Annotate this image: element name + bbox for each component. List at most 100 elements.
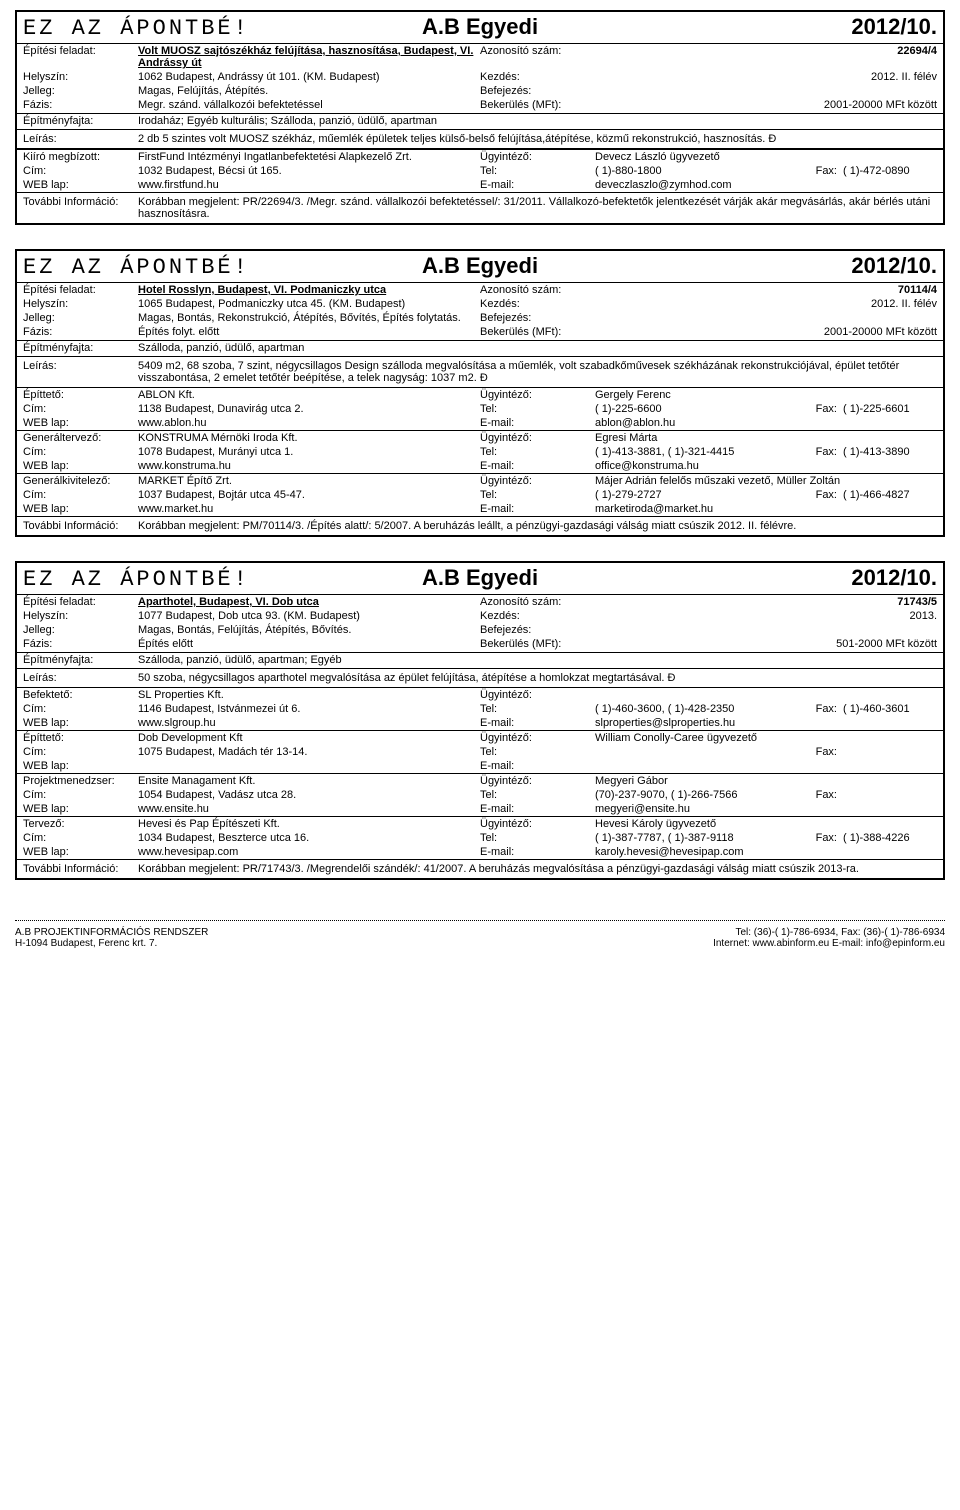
tovabbi-row: További Információ: Korábban megjelent: … (17, 193, 943, 223)
label-ugy: Ügyintéző: (480, 689, 595, 701)
label-tovabbi: További Információ: (23, 196, 138, 220)
party-ugy: William Conolly-Caree ügyvezető (595, 732, 937, 744)
label-email: E-mail: (480, 417, 595, 429)
label-ugy: Ügyintéző: (480, 732, 595, 744)
befejezes-value (590, 85, 937, 97)
label-ugy: Ügyintéző: (480, 432, 595, 444)
party-email: ablon@ablon.hu (595, 417, 937, 429)
party-block: Generáltervező:KONSTRUMA Mérnöki Iroda K… (17, 430, 943, 473)
brand-right: 2012/10. (632, 565, 937, 591)
helyszin-row: Helyszín: 1062 Budapest, Andrássy út 101… (17, 70, 943, 84)
project-title: Volt MUOSZ sajtószékház felújítása, hasz… (138, 45, 480, 69)
label-web: WEB lap: (23, 803, 138, 815)
label-epitmeny: Építményfajta: (23, 342, 138, 354)
party-role: Befektető: (23, 689, 138, 701)
party-ugy: Gergely Ferenc (595, 389, 937, 401)
label-email: E-mail: (480, 179, 595, 191)
party-email (595, 760, 937, 772)
kiiro-email: deveczlaszlo@zymhod.com (595, 179, 937, 191)
label-helyszin: Helyszín: (23, 298, 138, 310)
party-fax: ( 1)-460-3601 (837, 703, 937, 715)
party-email: office@konstruma.hu (595, 460, 937, 472)
tovabbi-text: Korábban megjelent: PR/22694/3. /Megr. s… (138, 196, 937, 220)
label-web: WEB lap: (23, 503, 138, 515)
party-email: marketiroda@market.hu (595, 503, 937, 515)
brand-mid: A.B Egyedi (328, 14, 633, 40)
label-epitmeny: Építményfajta: (23, 115, 138, 127)
label-fax: Fax: (797, 403, 837, 415)
party-tel: ( 1)-387-7787, ( 1)-387-9118 (595, 832, 797, 844)
label-ugy: Ügyintéző: (480, 475, 595, 487)
label-befejezes: Befejezés: (480, 312, 590, 324)
label-jelleg: Jelleg: (23, 624, 138, 636)
party-web (138, 760, 480, 772)
label-bekerules: Bekerülés (MFt): (480, 638, 590, 650)
bekerules-value: 501-2000 MFt között (590, 638, 937, 650)
party-role: Projektmenedzser: (23, 775, 138, 787)
party-cim: 1138 Budapest, Dunavirág utca 2. (138, 403, 480, 415)
parties-container: Építtető:ABLON Kft. Ügyintéző: Gergely Fer… (17, 388, 943, 516)
label-email: E-mail: (480, 460, 595, 472)
label-fazis: Fázis: (23, 326, 138, 338)
jelleg-value: Magas, Bontás, Felújítás, Átépítés, Bőví… (138, 624, 480, 636)
leiras-text: 5409 m2, 68 szoba, 7 szint, négycsillago… (138, 360, 937, 384)
party-fax: ( 1)-388-4226 (837, 832, 937, 844)
party-cim: 1078 Budapest, Murányi utca 1. (138, 446, 480, 458)
title-row: Építési feladat: Aparthotel, Budapest, V… (17, 595, 943, 609)
party-role: Generálkivitelező: (23, 475, 138, 487)
kiiro-ugy: Devecz László ügyvezető (595, 151, 937, 163)
epitmeny-value: Szálloda, panzió, üdülő, apartman; Egyéb (138, 654, 937, 666)
project-card-3: EZ AZ ÁPONTBÉ! A.B Egyedi 2012/10. Építé… (15, 561, 945, 880)
label-epitesi: Építési feladat: (23, 45, 138, 69)
party-tel: (70)-237-9070, ( 1)-266-7566 (595, 789, 797, 801)
label-email: E-mail: (480, 717, 595, 729)
party-name: SL Properties Kft. (138, 689, 480, 701)
label-cim: Cím: (23, 832, 138, 844)
party-fax: ( 1)-225-6601 (837, 403, 937, 415)
label-kezdes: Kezdés: (480, 610, 590, 622)
label-email: E-mail: (480, 760, 595, 772)
label-leiras: Leírás: (23, 360, 138, 384)
label-fax: Fax: (797, 703, 837, 715)
label-fazis: Fázis: (23, 99, 138, 111)
label-web: WEB lap: (23, 417, 138, 429)
party-web: www.market.hu (138, 503, 480, 515)
label-fax: Fax: (797, 489, 837, 501)
party-block: Projektmenedzser:Ensite Managament Kft.Ü… (17, 773, 943, 816)
party-role: Tervező: (23, 818, 138, 830)
leiras-row: Leírás: 5409 m2, 68 szoba, 7 szint, négy… (17, 357, 943, 388)
card-header: EZ AZ ÁPONTBÉ! A.B Egyedi 2012/10. (17, 12, 943, 44)
party-fax (837, 746, 937, 758)
label-befejezes: Befejezés: (480, 85, 590, 97)
party-name: ABLON Kft. (138, 389, 480, 401)
label-cim: Cím: (23, 703, 138, 715)
jelleg-row: Jelleg:Magas, Bontás, Rekonstrukció, Áté… (17, 311, 943, 325)
fazis-row: Fázis:Építés folyt. előtt Bekerülés (MFt… (17, 325, 943, 341)
label-epitesi: Építési feladat: (23, 596, 138, 608)
label-ugy: Ügyintéző: (480, 775, 595, 787)
tovabbi-text: Korábban megjelent: PM/70114/3. /Építés … (138, 520, 937, 532)
label-kiiro: Kiíró megbízott: (23, 151, 138, 163)
title-row: Építési feladat: Volt MUOSZ sajtószékház… (17, 44, 943, 70)
label-kezdes: Kezdés: (480, 298, 590, 310)
label-cim: Cím: (23, 446, 138, 458)
label-tel: Tel: (480, 703, 595, 715)
party-ugy: Megyeri Gábor (595, 775, 937, 787)
label-cim: Cím: (23, 789, 138, 801)
label-tel: Tel: (480, 832, 595, 844)
party-fax: ( 1)-466-4827 (837, 489, 937, 501)
label-cim: Cím: (23, 489, 138, 501)
party-role: Építtető: (23, 732, 138, 744)
tovabbi-text: Korábban megjelent: PR/71743/3. /Megrend… (138, 863, 937, 875)
kezdes-value: 2012. II. félév (590, 298, 937, 310)
label-email: E-mail: (480, 803, 595, 815)
helyszin-value: 1062 Budapest, Andrássy út 101. (KM. Bud… (138, 71, 480, 83)
party-block: Építtető:Dob Development KftÜgyintéző:Wi… (17, 730, 943, 773)
party-role: Építtető: (23, 389, 138, 401)
label-leiras: Leírás: (23, 672, 138, 684)
kiiro-cim: 1032 Budapest, Bécsi út 165. (138, 165, 480, 177)
party-web: www.konstruma.hu (138, 460, 480, 472)
label-tel: Tel: (480, 446, 595, 458)
kiiro-tel: ( 1)-880-1800 (595, 165, 797, 177)
label-web: WEB lap: (23, 460, 138, 472)
